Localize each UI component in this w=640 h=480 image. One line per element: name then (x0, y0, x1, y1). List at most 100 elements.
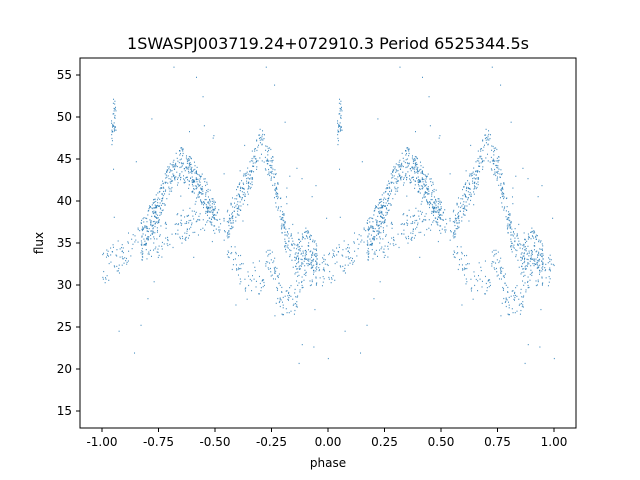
data-point (186, 232, 188, 235)
data-point (498, 168, 500, 170)
data-point (301, 178, 303, 180)
data-point (455, 218, 457, 220)
data-point (191, 222, 193, 224)
data-point (243, 191, 245, 194)
data-point (156, 205, 158, 207)
data-point (231, 213, 233, 215)
data-point (375, 206, 377, 208)
data-point (150, 224, 152, 226)
data-point (301, 263, 303, 265)
data-point (507, 213, 509, 216)
data-point (239, 201, 241, 203)
data-point (270, 178, 272, 180)
data-point (473, 191, 475, 193)
data-point (113, 110, 115, 112)
data-point (195, 200, 197, 203)
data-point (378, 231, 380, 233)
data-point (495, 267, 497, 270)
data-point (410, 181, 412, 183)
data-point (449, 230, 451, 232)
data-point (205, 195, 207, 197)
data-point (324, 259, 326, 261)
data-point (272, 278, 274, 280)
data-point (464, 208, 466, 210)
data-point (351, 259, 353, 262)
data-point (513, 299, 515, 301)
data-point (530, 238, 532, 240)
data-point (305, 274, 307, 277)
data-point (528, 235, 530, 237)
data-point (164, 223, 166, 225)
data-point (529, 273, 531, 276)
data-point (457, 268, 459, 271)
data-point (483, 160, 485, 162)
data-point (379, 210, 381, 212)
data-point (188, 131, 190, 133)
data-point (480, 148, 482, 150)
data-point (460, 198, 462, 200)
data-point (169, 181, 171, 183)
data-point (496, 148, 498, 151)
data-point (108, 262, 110, 265)
data-point (254, 270, 256, 272)
data-point (171, 186, 173, 189)
data-point (305, 235, 307, 237)
data-point (205, 191, 207, 194)
data-point (377, 204, 379, 206)
data-point (398, 246, 400, 249)
data-point (171, 164, 173, 166)
data-point (470, 195, 472, 197)
data-point (315, 243, 317, 245)
data-point (433, 191, 435, 193)
data-point (236, 268, 238, 270)
data-point (306, 262, 308, 265)
data-point (542, 282, 544, 284)
data-point (298, 246, 300, 248)
data-point (155, 200, 157, 203)
data-point (438, 213, 440, 215)
data-point (263, 137, 265, 140)
data-point (244, 290, 246, 292)
data-point (157, 197, 159, 199)
data-point (538, 251, 540, 253)
data-point (206, 214, 208, 216)
data-point (198, 191, 200, 193)
data-point (253, 157, 255, 159)
data-point (181, 223, 183, 225)
data-point (467, 196, 469, 199)
data-point (195, 221, 197, 223)
data-point (521, 271, 523, 274)
data-point (524, 261, 526, 263)
data-point (286, 203, 288, 205)
data-point (237, 274, 239, 276)
data-point (315, 270, 317, 272)
data-point (156, 251, 158, 253)
data-point (206, 183, 208, 185)
data-point (379, 281, 381, 283)
data-point (193, 187, 195, 190)
data-point (449, 239, 451, 241)
data-point (423, 218, 425, 221)
data-point (275, 206, 277, 208)
data-point (487, 135, 489, 137)
data-point (240, 186, 242, 188)
data-point (501, 202, 503, 204)
data-point (274, 270, 276, 272)
data-point (303, 260, 305, 262)
data-point (521, 257, 523, 259)
data-point (252, 178, 254, 180)
data-point (270, 271, 272, 273)
data-point (244, 199, 246, 202)
data-point (502, 289, 504, 291)
data-point (502, 187, 504, 189)
data-point (279, 284, 281, 286)
data-point (369, 217, 371, 219)
data-point (313, 241, 315, 243)
data-point (148, 251, 150, 253)
data-point (511, 248, 513, 251)
data-point (242, 220, 244, 222)
data-point (498, 156, 500, 158)
data-point (185, 236, 187, 238)
data-point (445, 229, 447, 231)
data-point (479, 155, 481, 157)
